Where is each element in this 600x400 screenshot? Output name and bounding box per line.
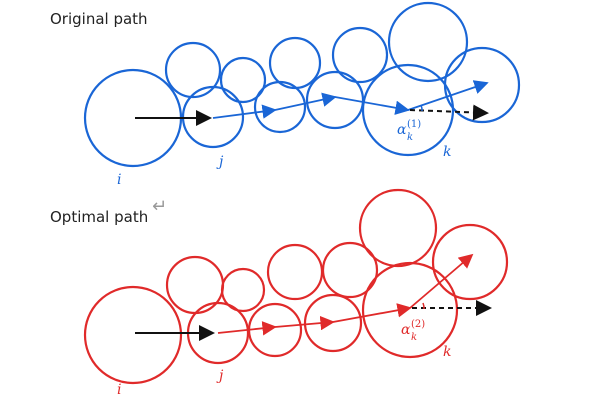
node-label-k: k [443,344,451,360]
optimal-path-title: Optimal path [50,208,149,226]
reference-direction-arrow [409,104,489,121]
region-circle [443,46,521,124]
region-circle [358,188,438,268]
region-circle [266,243,324,301]
angle-label: α [397,122,407,138]
node-label-k: k [443,144,451,160]
region-circle [431,223,509,301]
angle-arc [422,302,425,310]
angle-label-superscript: (1) [407,119,421,130]
angle-label-superscript: (2) [411,319,425,330]
region-circle [268,36,322,90]
path-segment-arrow [334,96,410,115]
region-circle [220,267,266,313]
node-label-i: i [117,172,121,188]
region-circle [83,285,183,385]
angle-label-subscript: k [407,132,413,143]
path-segment-arrow [212,104,277,119]
region-circle [361,63,455,157]
region-circle [164,41,222,99]
return-mark-icon: ↵ [152,196,168,217]
region-circle [361,261,459,359]
node-label-i: i [117,382,121,398]
path-segment-arrow [274,92,337,111]
region-circle [321,241,379,299]
path-segment-arrow [274,315,335,331]
region-circle [247,302,303,358]
path-segment-arrow [409,253,474,309]
region-circle [165,255,225,315]
region-circle [331,26,389,84]
angle-label-subscript: k [411,332,417,343]
region-circle [219,56,267,104]
original-path-title: Original path [50,10,148,28]
region-circle [387,1,469,83]
node-label-j: j [216,154,224,170]
region-circle [253,80,307,134]
node-label-j: j [216,368,224,384]
angle-arc [420,104,423,112]
angle-label: α [401,322,411,338]
path-segment-arrow [332,303,412,323]
path-segment-arrow [217,321,277,336]
region-circle [303,293,363,353]
